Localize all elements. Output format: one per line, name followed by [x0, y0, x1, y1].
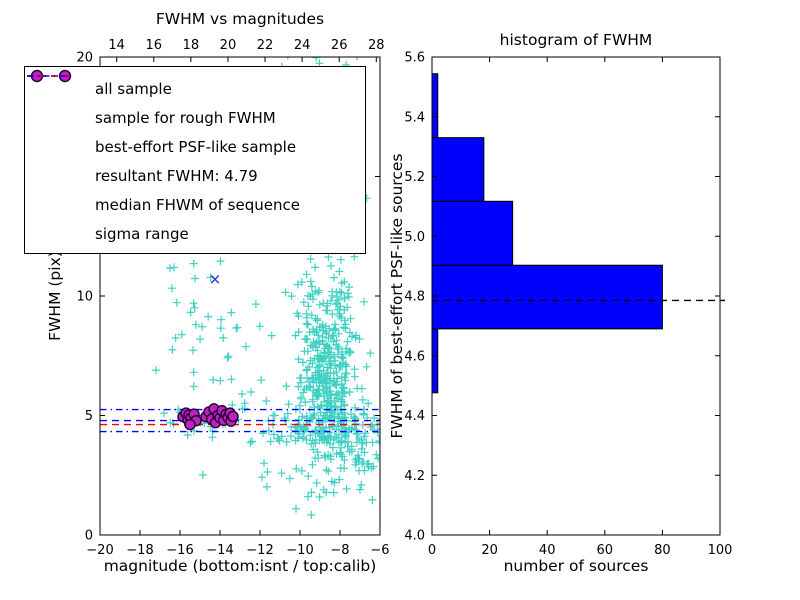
right-plot-xlabel: number of sources	[503, 557, 649, 575]
tick-label: 5.6	[404, 51, 425, 66]
legend-label-sigma-range: sigma range	[95, 224, 189, 243]
tick-label: 40	[539, 543, 556, 558]
legend-label-all-sample: all sample	[95, 79, 172, 98]
dashed-glyph	[27, 75, 75, 77]
tick-label: 0	[85, 529, 93, 544]
circle-marker-icon	[30, 69, 85, 156]
legend-item-psf-sample: best-effort PSF-like sample	[30, 69, 361, 161]
tick-label: −12	[246, 543, 273, 558]
tick-label: 18	[183, 38, 200, 53]
histogram-bar	[431, 200, 514, 266]
tick-label: 60	[597, 543, 614, 558]
tick-label: 16	[146, 38, 163, 53]
histogram-bar	[431, 328, 439, 394]
psf-sample-point	[227, 410, 239, 423]
tick-label: 4.4	[404, 409, 425, 424]
histogram-bar	[431, 137, 485, 202]
legend-item-resultant-fwhm: resultant FWHM: 4.79	[27, 75, 361, 190]
tick-label: 10	[76, 290, 93, 305]
tick-label: −8	[330, 543, 349, 558]
tick-label: 14	[108, 38, 125, 53]
tick-label: −20	[86, 543, 113, 558]
tick-label: 100	[708, 543, 733, 558]
tick-label: 4.6	[404, 349, 425, 364]
legend-box: all sample sample for rough FWHM best-ef…	[24, 66, 366, 254]
right-plot-title: histogram of FWHM	[499, 31, 653, 49]
legend-label-resultant-fwhm: resultant FWHM: 4.79	[95, 166, 258, 185]
tick-label: 20	[76, 51, 93, 66]
legend-label-rough-fwhm: sample for rough FWHM	[95, 108, 276, 127]
left-plot-area	[100, 57, 380, 519]
tick-label: 4.2	[404, 469, 425, 484]
tick-label: −14	[206, 543, 233, 558]
tick-label: 28	[368, 38, 385, 53]
right-plot-ticks	[431, 56, 721, 536]
x-marker-icon	[32, 71, 85, 127]
tick-label: 26	[331, 38, 348, 53]
left-plot-title: FWHM vs magnitudes	[155, 10, 325, 28]
tick-label: −6	[370, 543, 389, 558]
tick-label: 5.0	[404, 230, 425, 245]
tick-label: 4.0	[404, 529, 425, 544]
tick-label: 4.8	[404, 290, 425, 305]
tick-label: −18	[126, 543, 153, 558]
tick-label: 5.4	[404, 110, 425, 125]
left-plot-xlabel: magnitude (bottom:isnt / top:calib)	[103, 557, 377, 575]
histogram-bar	[431, 73, 439, 139]
legend-label-median-fwhm: median FHWM of sequence	[95, 195, 300, 214]
scatter-psf-sample	[177, 403, 239, 431]
dashed-line-icon	[27, 75, 85, 214]
tick-label: 22	[257, 38, 274, 53]
legend-item-sigma-range: sigma range	[27, 75, 361, 248]
tick-label: −10	[286, 543, 313, 558]
dashed-line-icon	[27, 75, 85, 185]
legend-item-median-fwhm: median FHWM of sequence	[27, 75, 361, 219]
legend-item-rough-fwhm: sample for rough FWHM	[32, 71, 361, 132]
tick-label: 0	[428, 543, 436, 558]
tick-label: 24	[294, 38, 311, 53]
tick-label: 80	[654, 543, 671, 558]
tick-label: 20	[220, 38, 237, 53]
dashdot-line-icon	[27, 75, 85, 243]
psf-sample-point	[184, 418, 196, 431]
histogram-bar	[431, 264, 663, 330]
left-plot-ticks	[99, 56, 381, 536]
tick-label: 5	[85, 409, 93, 424]
legend-label-psf-sample: best-effort PSF-like sample	[95, 137, 297, 156]
tick-label: 5.2	[404, 170, 425, 185]
scatter-rough-fwhm	[183, 274, 235, 424]
right-plot-ylabel: FWHM of best-effort PSF-like sources	[388, 153, 406, 439]
tick-label: 20	[481, 543, 498, 558]
legend-item-all-sample: all sample	[33, 72, 361, 103]
histogram-bars	[431, 73, 663, 394]
dashdot-glyph	[27, 75, 75, 77]
tick-label: −16	[166, 543, 193, 558]
